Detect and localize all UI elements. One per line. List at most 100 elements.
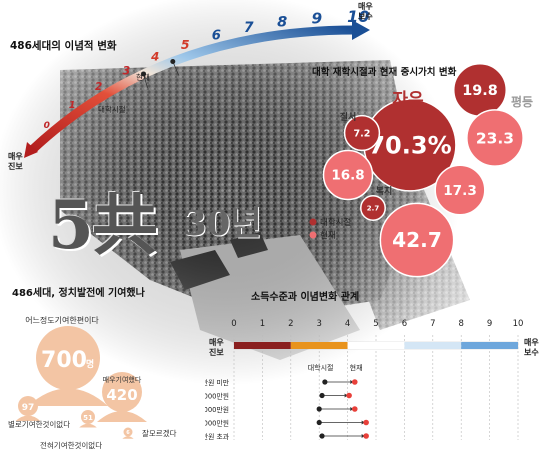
arc-title: 486세대의 이념적 변화 [10, 40, 117, 52]
income-ideology-chart: 012345678910매우진보매우보수대학시절현재2000만원 미만2000만… [205, 280, 540, 451]
legend-college-swatch [309, 218, 317, 226]
bubble-now [379, 202, 455, 278]
contrib-value: 97 [22, 403, 35, 413]
contrib-unit: 명 [86, 358, 94, 370]
scale-right-label: 매우 [524, 337, 539, 347]
values-chart-title: 대학 재학시절과 현재 중시가치 변화 [312, 67, 457, 78]
arc-scale-number: 0 [44, 121, 50, 131]
bubble-category-label: 복지 [376, 185, 393, 197]
x-tick-label: 4 [345, 319, 350, 329]
arc-now-marker [170, 58, 176, 64]
x-tick-label: 5 [373, 319, 378, 329]
arc-marker-college-label: 대학시절 [98, 105, 126, 114]
point-now [363, 433, 369, 439]
arc-right-end-label: 매우 보수 [358, 2, 373, 21]
bubble-now [434, 164, 486, 216]
point-college [322, 379, 328, 385]
bubble-college [343, 114, 381, 152]
legend-now-label: 현재 [350, 364, 363, 372]
change-arrow [350, 380, 354, 384]
arc-left-end-label: 매우 진보 [8, 152, 23, 171]
category-label: 6000만~8000만원 [205, 419, 229, 428]
person-shoulders [28, 388, 108, 406]
scale-bar-segment [290, 342, 348, 349]
arc-scale-number: 4 [150, 50, 159, 64]
category-label: 4000만~6000만원 [205, 405, 229, 414]
x-tick-label: 1 [260, 319, 265, 329]
bubble-now [322, 149, 374, 201]
contrib-value: 6 [126, 430, 130, 436]
bubble-value-label: 17.3 [443, 183, 477, 199]
arc-scale-number: 8 [277, 14, 287, 31]
ideology-arc [28, 25, 356, 154]
contrib-label: 별로기여한것이없다 [8, 419, 70, 429]
contrib-value: 420 [106, 386, 137, 404]
contrib-label: 잘모르겠다 [142, 428, 177, 438]
point-now [351, 379, 358, 385]
arc-arrow-right [352, 20, 370, 40]
change-arrow [361, 420, 365, 425]
contrib-label: 전혀기여한것이없다 [40, 440, 102, 450]
arc-scale-number: 6 [212, 29, 221, 44]
x-tick-label: 7 [430, 319, 435, 329]
scale-bar-segment [461, 342, 518, 349]
x-tick-label: 8 [458, 319, 463, 329]
point-college [316, 419, 322, 426]
values-bubble-chart: 70.3% 19.8 23.3 7.2 16.8 2.7 42.7 17.3 자유 평등 질서 복지 대… [300, 50, 540, 290]
x-tick-label: 3 [316, 319, 321, 329]
person-shoulders [97, 411, 147, 422]
scale-left-label: 진보 [209, 347, 224, 357]
category-label: 2000만~4000만원 [205, 392, 229, 401]
person-shoulders [122, 436, 134, 439]
person-head-icon [81, 410, 95, 424]
bubble-value-label: 23.3 [476, 129, 514, 147]
arc-scale-number: 7 [244, 20, 254, 36]
category-label: 2000만원 미만 [205, 378, 229, 387]
legend-now-label: 현재 [320, 231, 336, 241]
bubble-value-label: 16.8 [331, 168, 364, 184]
scale-left-label: 매우 [209, 337, 224, 347]
main-subtitle: 30년 [183, 204, 262, 244]
scale-right-label: 보수 [524, 348, 539, 357]
x-tick-label: 10 [513, 319, 524, 329]
x-tick-label: 2 [288, 319, 293, 329]
arc-now-leader [172, 61, 180, 76]
bubble-value-label: 2.7 [367, 204, 380, 212]
arc-scale-number: 3 [122, 64, 130, 77]
arc-scale-number: 10 [347, 7, 369, 26]
bubble-category-label: 평등 [511, 95, 533, 109]
ideology-arc-section: 0 1 2 3 4 5 6 7 8 9 10 486세대의 이념적 변화 매우 보수 매우 진보 대… [0, 0, 540, 200]
point-college [319, 433, 325, 439]
change-arrow [361, 434, 365, 438]
bubble-value-label: 42.7 [392, 228, 442, 252]
person-head-icon [102, 372, 142, 412]
contrib-value: 700 [41, 348, 87, 373]
legend-college-label: 대학시절 [320, 217, 351, 228]
arc-marker-now-label: 현재 [136, 73, 150, 82]
arc-scale-number: 1 [69, 100, 76, 111]
arc-scale-number: 2 [95, 81, 102, 93]
scale-bar-segment [234, 342, 291, 349]
point-now [346, 392, 352, 399]
contrib-label: 매우기여했다 [103, 375, 142, 384]
point-now [351, 406, 358, 412]
legend-now-swatch [309, 231, 317, 239]
arc-scale-number: 5 [181, 37, 190, 52]
arc-college-marker [141, 71, 147, 77]
point-college [316, 406, 322, 412]
income-chart-title: 소득수준과 이념변화 관계 [251, 292, 360, 303]
change-arrow [344, 393, 348, 398]
arc-arrow-left [24, 142, 38, 158]
main-title: 5共 [48, 186, 158, 264]
contrib-label: 어느정도기여한편이다 [25, 315, 99, 325]
point-college [319, 392, 325, 399]
arc-scale-number: 9 [312, 9, 323, 27]
contrib-value: 51 [83, 414, 93, 422]
bubble-category-label: 질서 [340, 111, 357, 123]
x-tick-label: 6 [402, 319, 407, 329]
bubble-now [466, 109, 524, 167]
person-shoulders [15, 415, 41, 421]
legend-college-label: 대학시절 [308, 363, 334, 372]
bubble-college [360, 195, 386, 221]
scale-bar-segment [404, 342, 462, 349]
